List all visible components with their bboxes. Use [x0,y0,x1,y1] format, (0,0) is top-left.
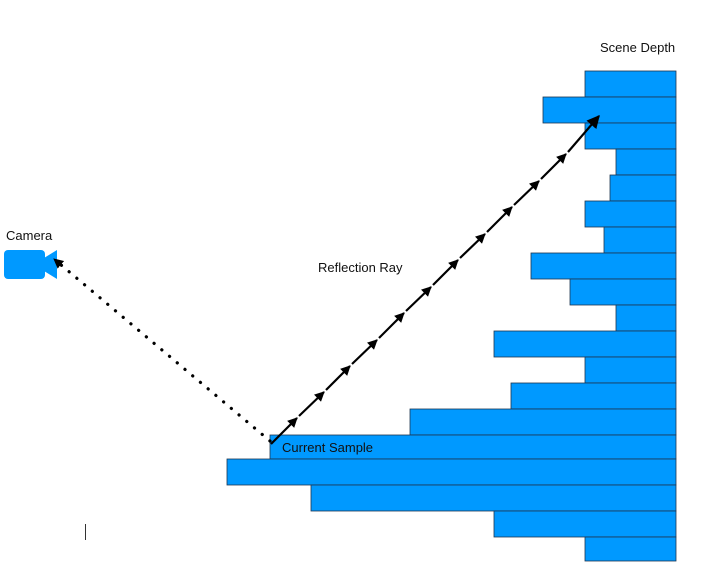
depth-bar [310,484,677,512]
depth-bar [615,304,677,332]
depth-bar [584,70,677,98]
camera-label: Camera [6,228,53,243]
depth-bar [493,330,677,358]
scene-depth-bars [226,70,677,562]
depth-bar [569,278,677,306]
depth-bar [269,434,677,460]
video-camera-icon [4,250,57,279]
depth-bar [493,510,677,538]
depth-bar [226,458,677,486]
depth-bar [584,356,677,384]
depth-bar [603,226,677,254]
depth-bar [542,96,677,124]
depth-bar [584,122,677,150]
depth-bar [510,382,677,410]
camera-to-sample-dotted-line [52,257,272,443]
depth-bar [584,536,677,562]
current-sample-label: Current Sample [282,440,373,455]
depth-bar [584,200,677,228]
reflection-ray-label: Reflection Ray [318,260,403,275]
depth-bar [530,252,677,280]
reflection-ray-arrow [270,115,600,445]
depth-bar [609,174,677,202]
depth-bar [409,408,677,436]
scene-depth-label: Scene Depth [600,40,675,55]
depth-bar [615,148,677,176]
